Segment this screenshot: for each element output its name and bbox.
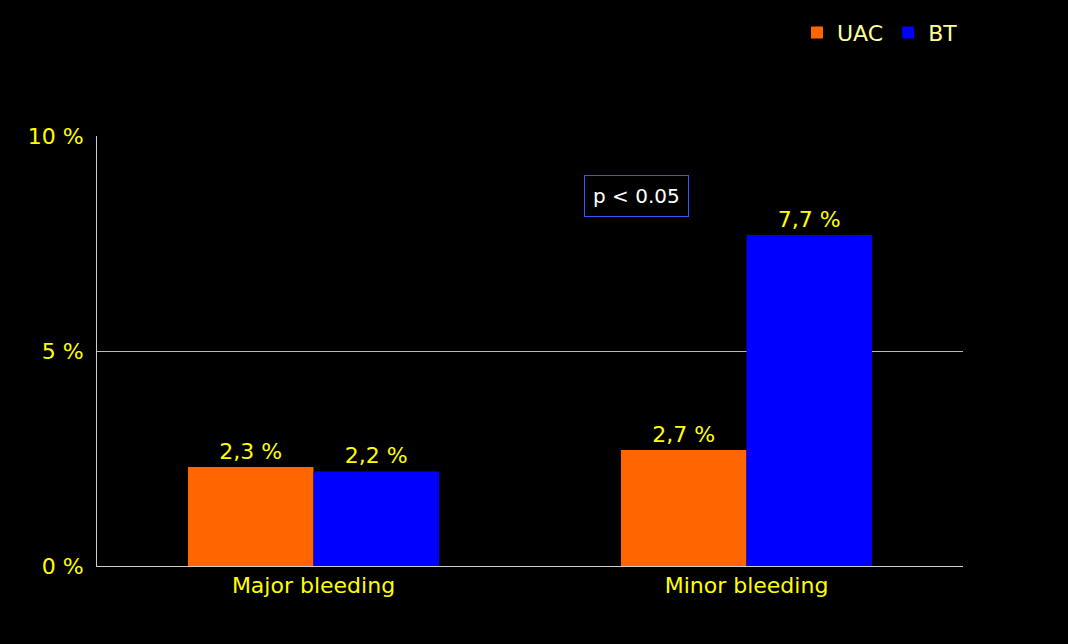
svg-text:5 %: 5 % — [42, 339, 84, 364]
svg-text:p < 0.05: p < 0.05 — [593, 184, 680, 208]
svg-text:2,2 %: 2,2 % — [345, 443, 408, 468]
svg-text:Minor bleeding: Minor bleeding — [665, 573, 829, 598]
svg-text:7,7 %: 7,7 % — [778, 207, 841, 232]
svg-text:0 %: 0 % — [42, 554, 84, 579]
svg-text:UAC: UAC — [837, 21, 883, 46]
svg-text:Major bleeding: Major bleeding — [232, 573, 395, 598]
svg-text:10 %: 10 % — [28, 124, 84, 149]
svg-text:2,3 %: 2,3 % — [219, 439, 282, 464]
svg-text:BT: BT — [928, 21, 957, 46]
svg-text:2,7 %: 2,7 % — [652, 422, 715, 447]
